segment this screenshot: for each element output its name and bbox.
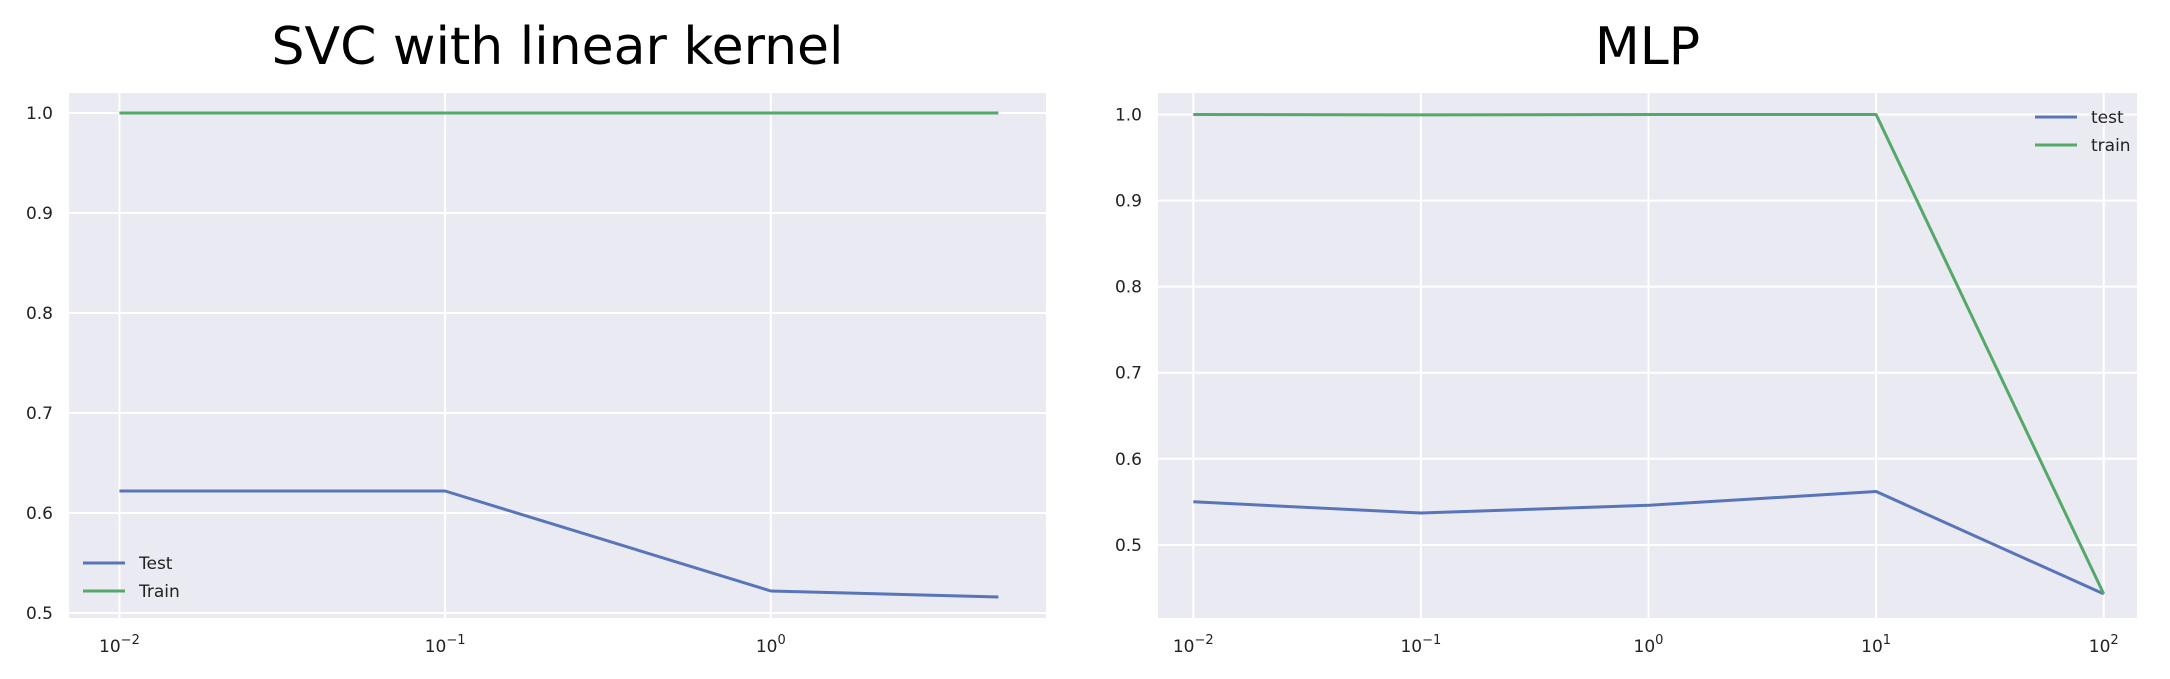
x-tick-label: 10−2 xyxy=(99,633,140,657)
x-tick-label: 101 xyxy=(1861,633,1891,657)
y-tick-label: 0.7 xyxy=(1115,364,1142,384)
y-tick-label: 0.8 xyxy=(26,304,53,324)
y-tick-label: 0.9 xyxy=(26,204,53,224)
chart-panel-1: SVC with linear kernel 0.5 0.6 0.7 0.8 0.9 1.0… xyxy=(26,17,1046,657)
y-tick-label: 0.8 xyxy=(1115,278,1142,298)
y-tick-label: 0.6 xyxy=(1115,450,1142,470)
legend-label-test: Test xyxy=(138,554,173,574)
y-tick-label: 0.5 xyxy=(1115,536,1142,556)
y-tick-label: 1.0 xyxy=(1115,106,1142,126)
y-tick-label: 0.9 xyxy=(1115,192,1142,212)
plot-background xyxy=(69,93,1046,618)
x-tick-label: 100 xyxy=(756,633,786,657)
x-tick-label: 10−1 xyxy=(1400,633,1441,657)
series-line-test xyxy=(119,489,999,599)
x-tick-label: 102 xyxy=(2089,633,2119,657)
series-line-train xyxy=(1193,113,2106,595)
legend-label-train: Train xyxy=(138,582,180,602)
legend-label-test: test xyxy=(2091,108,2124,128)
chart-title: SVC with linear kernel xyxy=(272,17,844,77)
y-tick-label: 0.7 xyxy=(26,404,53,424)
y-tick-label: 0.5 xyxy=(26,604,53,624)
x-tick-label: 10−2 xyxy=(1173,633,1214,657)
chart-title: MLP xyxy=(1595,17,1700,77)
x-tick-label: 100 xyxy=(1634,633,1664,657)
x-tick-label: 10−1 xyxy=(425,633,466,657)
legend-label-train: train xyxy=(2091,136,2131,156)
y-tick-label: 1.0 xyxy=(26,104,53,124)
legend: test train xyxy=(2035,108,2131,156)
y-tick-label: 0.6 xyxy=(26,504,53,524)
chart-panel-2: MLP 0.5 0.6 0.7 0.8 0.9 1.0 10−2 10−1 100 101 102 te… xyxy=(1115,17,2137,657)
series-line-test xyxy=(1193,490,2105,596)
legend: Test Train xyxy=(83,554,180,602)
